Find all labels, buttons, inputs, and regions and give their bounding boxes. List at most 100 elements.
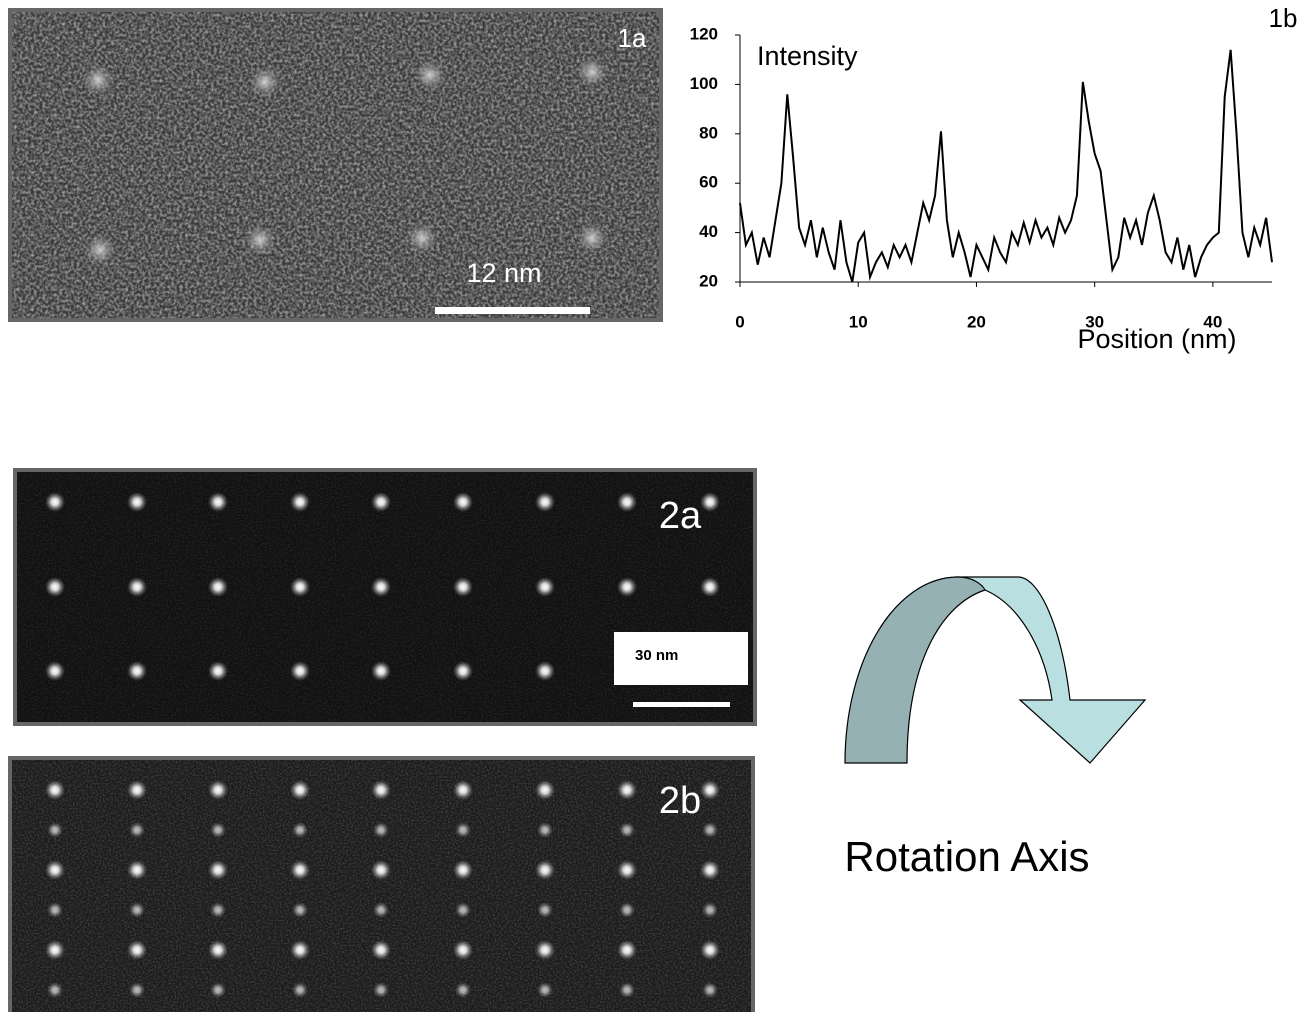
y-tick-label: 100: [690, 74, 718, 93]
atom-spot: [455, 902, 471, 918]
atom-spot: [537, 902, 553, 918]
image-texture: [12, 760, 751, 1012]
x-tick-label: 40: [1203, 312, 1222, 331]
atom-spot: [702, 822, 718, 838]
atom-spot: [290, 661, 310, 681]
bright-spot: [414, 59, 446, 91]
y-tick-label: 20: [699, 271, 718, 290]
atom-spot: [700, 780, 720, 800]
image-texture: [12, 12, 659, 318]
atom-spot: [45, 940, 65, 960]
panel-label: 1b: [1269, 3, 1298, 33]
atom-spot: [208, 661, 228, 681]
atom-spot: [535, 860, 555, 880]
image-2a: 2a 30 nm: [13, 468, 757, 726]
atom-spot: [129, 822, 145, 838]
scale-bar: [633, 702, 730, 707]
atom-spot: [453, 492, 473, 512]
bright-spot: [84, 234, 116, 266]
atom-spot: [700, 492, 720, 512]
image-2b: 2b: [8, 756, 755, 1012]
bright-spot: [244, 224, 276, 256]
atom-spot: [371, 577, 391, 597]
atom-spot: [129, 902, 145, 918]
atom-spot: [129, 982, 145, 998]
scale-bar-label: 12 nm: [466, 258, 541, 288]
atom-spot: [453, 940, 473, 960]
atom-spot: [45, 492, 65, 512]
atom-spot: [535, 492, 555, 512]
annotation: Intensity: [757, 41, 858, 71]
scale-bar: [435, 307, 590, 314]
bright-spot: [406, 222, 438, 254]
image-1a: 1a 12 nm: [8, 8, 663, 322]
arrow-label: Rotation Axis: [844, 833, 1089, 880]
atom-spot: [702, 902, 718, 918]
atom-spot: [208, 577, 228, 597]
intensity-line: [739, 49, 1273, 283]
atom-spot: [617, 940, 637, 960]
scale-box: [614, 632, 748, 685]
atom-spot: [371, 780, 391, 800]
atom-spot: [373, 822, 389, 838]
atom-spot: [127, 780, 147, 800]
atom-spot: [373, 902, 389, 918]
atom-spot: [290, 940, 310, 960]
rotation-arrow: Rotation Axis: [844, 576, 1147, 880]
bright-spot: [576, 222, 608, 254]
atom-spot: [373, 982, 389, 998]
x-tick-label: 0: [735, 312, 744, 331]
arrow-dark: [844, 576, 986, 764]
atom-spot: [45, 860, 65, 880]
atom-spot: [371, 940, 391, 960]
atom-spot: [290, 492, 310, 512]
atom-spot: [700, 577, 720, 597]
atom-spot: [537, 982, 553, 998]
atom-spot: [453, 661, 473, 681]
atom-spot: [45, 780, 65, 800]
arrow-light: [954, 576, 1147, 764]
y-tick-label: 120: [690, 24, 718, 43]
atom-spot: [617, 577, 637, 597]
atom-spot: [371, 860, 391, 880]
atom-spot: [537, 822, 553, 838]
atom-spot: [535, 577, 555, 597]
y-tick-label: 60: [699, 173, 718, 192]
atom-spot: [208, 492, 228, 512]
y-tick-label: 40: [699, 222, 718, 241]
atom-spot: [208, 940, 228, 960]
atom-spot: [619, 822, 635, 838]
atom-spot: [127, 492, 147, 512]
x-tick-label: 30: [1085, 312, 1104, 331]
atom-spot: [47, 982, 63, 998]
atom-spot: [535, 661, 555, 681]
atom-spot: [535, 940, 555, 960]
atom-spot: [290, 577, 310, 597]
atom-spot: [45, 661, 65, 681]
atom-spot: [292, 902, 308, 918]
atom-spot: [290, 860, 310, 880]
atom-spot: [371, 492, 391, 512]
atom-spot: [292, 982, 308, 998]
atom-spot: [535, 780, 555, 800]
atom-spot: [371, 661, 391, 681]
atom-spot: [210, 902, 226, 918]
atom-spot: [127, 577, 147, 597]
atom-spot: [617, 860, 637, 880]
atom-spot: [45, 577, 65, 597]
atom-spot: [617, 492, 637, 512]
panel-label: 1a: [618, 23, 647, 53]
atom-spot: [619, 902, 635, 918]
atom-spot: [702, 982, 718, 998]
atom-spot: [617, 780, 637, 800]
x-tick-label: 10: [849, 312, 868, 331]
scale-bar-label: 30 nm: [635, 647, 678, 664]
x-tick-label: 20: [967, 312, 986, 331]
atom-spot: [455, 982, 471, 998]
y-tick-label: 80: [699, 123, 718, 142]
x-axis-label: Position (nm): [1077, 324, 1236, 354]
bright-spot: [82, 64, 114, 96]
atom-spot: [453, 860, 473, 880]
